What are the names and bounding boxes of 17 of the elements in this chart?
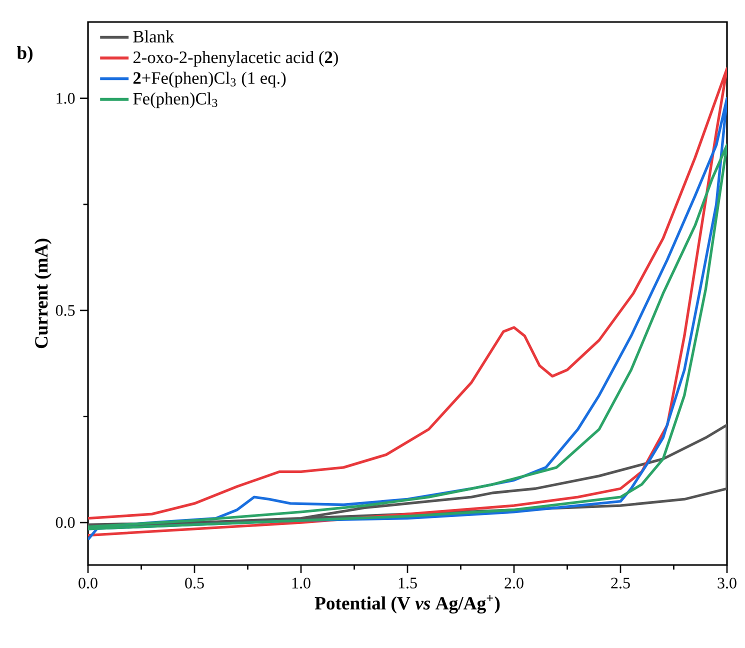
y-tick-label: 0.0 (56, 517, 75, 528)
legend-label: Blank (133, 30, 174, 42)
x-tick-label: 0.5 (185, 578, 204, 589)
x-tick-label: 3.0 (718, 578, 736, 589)
x-tick-label: 1.0 (292, 578, 310, 589)
y-axis-title: Current (mA) (34, 238, 52, 348)
legend-label: 2-oxo-2-phenylacetic acid (2) (133, 51, 338, 67)
legend-label: 2+Fe(phen)Cl$_{3}$ (1 eq.) (133, 72, 286, 88)
x-tick-label: 2.5 (611, 578, 630, 589)
x-tick-label: 2.0 (504, 578, 524, 589)
y-tick-label: 1.0 (56, 92, 75, 104)
x-tick-label: 1.5 (398, 578, 417, 588)
x-tick-label: 0.0 (78, 578, 98, 589)
x-axis-title: Potential (V vs Ag/Ag$^{+}$) (314, 595, 500, 614)
text: b) (16, 46, 32, 63)
y-tick-label: 0.5 (56, 305, 75, 316)
legend-label: Fe(phen)Cl$_{3}$ (133, 92, 218, 108)
